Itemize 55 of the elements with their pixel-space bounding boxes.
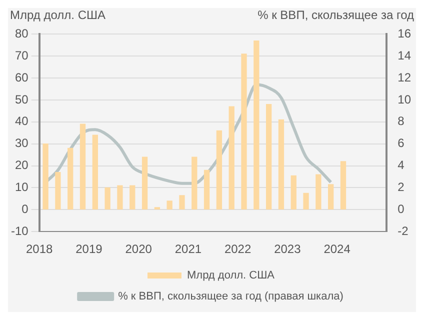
bar bbox=[80, 124, 86, 210]
legend-label: Млрд долл. США bbox=[186, 270, 276, 282]
y2-tick-label: -2 bbox=[398, 224, 409, 238]
y-tick-label: 70 bbox=[14, 48, 29, 62]
bar bbox=[340, 161, 346, 210]
y2-tick-label: 10 bbox=[398, 92, 412, 106]
bar bbox=[216, 130, 222, 210]
y-tick-label: 60 bbox=[14, 70, 29, 84]
bar bbox=[42, 144, 48, 210]
bar bbox=[204, 170, 210, 210]
y2-tick-label: 14 bbox=[398, 48, 412, 62]
y-tick-label: 20 bbox=[14, 158, 29, 172]
y-axis-title: Млрд долл. США bbox=[10, 8, 106, 24]
y-tick-label: 30 bbox=[14, 136, 29, 150]
bar bbox=[278, 119, 284, 210]
bar bbox=[117, 185, 123, 210]
bar bbox=[192, 156, 198, 210]
y-tick-label: 10 bbox=[14, 180, 29, 194]
y-tick-label: 50 bbox=[14, 92, 29, 106]
y2-tick-label: 16 bbox=[398, 26, 412, 41]
bar bbox=[316, 174, 322, 210]
y2-tick-label: 6 bbox=[398, 136, 405, 150]
y2-tick-label: 0 bbox=[398, 202, 405, 216]
x-tick-label: 2021 bbox=[174, 242, 202, 256]
legend-label: % к ВВП, скользящее за год (правая шкала) bbox=[118, 290, 344, 303]
y2-axis-title: % к ВВП, скользящее за год bbox=[258, 8, 414, 24]
bar bbox=[179, 195, 185, 210]
bar bbox=[142, 156, 148, 210]
y2-tick-label: 2 bbox=[398, 180, 405, 194]
bar bbox=[55, 172, 61, 210]
x-tick-label: 2024 bbox=[324, 242, 351, 256]
y2-tick-label: 4 bbox=[398, 158, 405, 172]
bar bbox=[328, 184, 334, 210]
bar bbox=[92, 134, 98, 210]
y2-tick-label: 8 bbox=[398, 114, 405, 128]
y-tick-label: 80 bbox=[14, 26, 29, 41]
bar bbox=[241, 54, 247, 210]
bar bbox=[130, 185, 136, 210]
x-tick-label: 2018 bbox=[26, 242, 54, 256]
x-tick-label: 2019 bbox=[76, 242, 103, 256]
y-tick-label: -10 bbox=[11, 224, 29, 238]
y-tick-label: 0 bbox=[22, 202, 29, 216]
bar bbox=[228, 106, 234, 210]
x-tick-label: 2022 bbox=[224, 242, 252, 256]
bar bbox=[254, 40, 260, 210]
bar bbox=[104, 187, 110, 210]
bar bbox=[166, 200, 172, 210]
bar bbox=[266, 104, 272, 210]
x-tick-label: 2020 bbox=[125, 242, 152, 256]
y-tick-label: 40 bbox=[14, 114, 29, 128]
x-tick-label: 2023 bbox=[274, 242, 302, 256]
y2-tick-label: 12 bbox=[398, 70, 412, 84]
bar bbox=[303, 192, 309, 210]
bar bbox=[68, 148, 74, 210]
bar bbox=[290, 175, 296, 210]
